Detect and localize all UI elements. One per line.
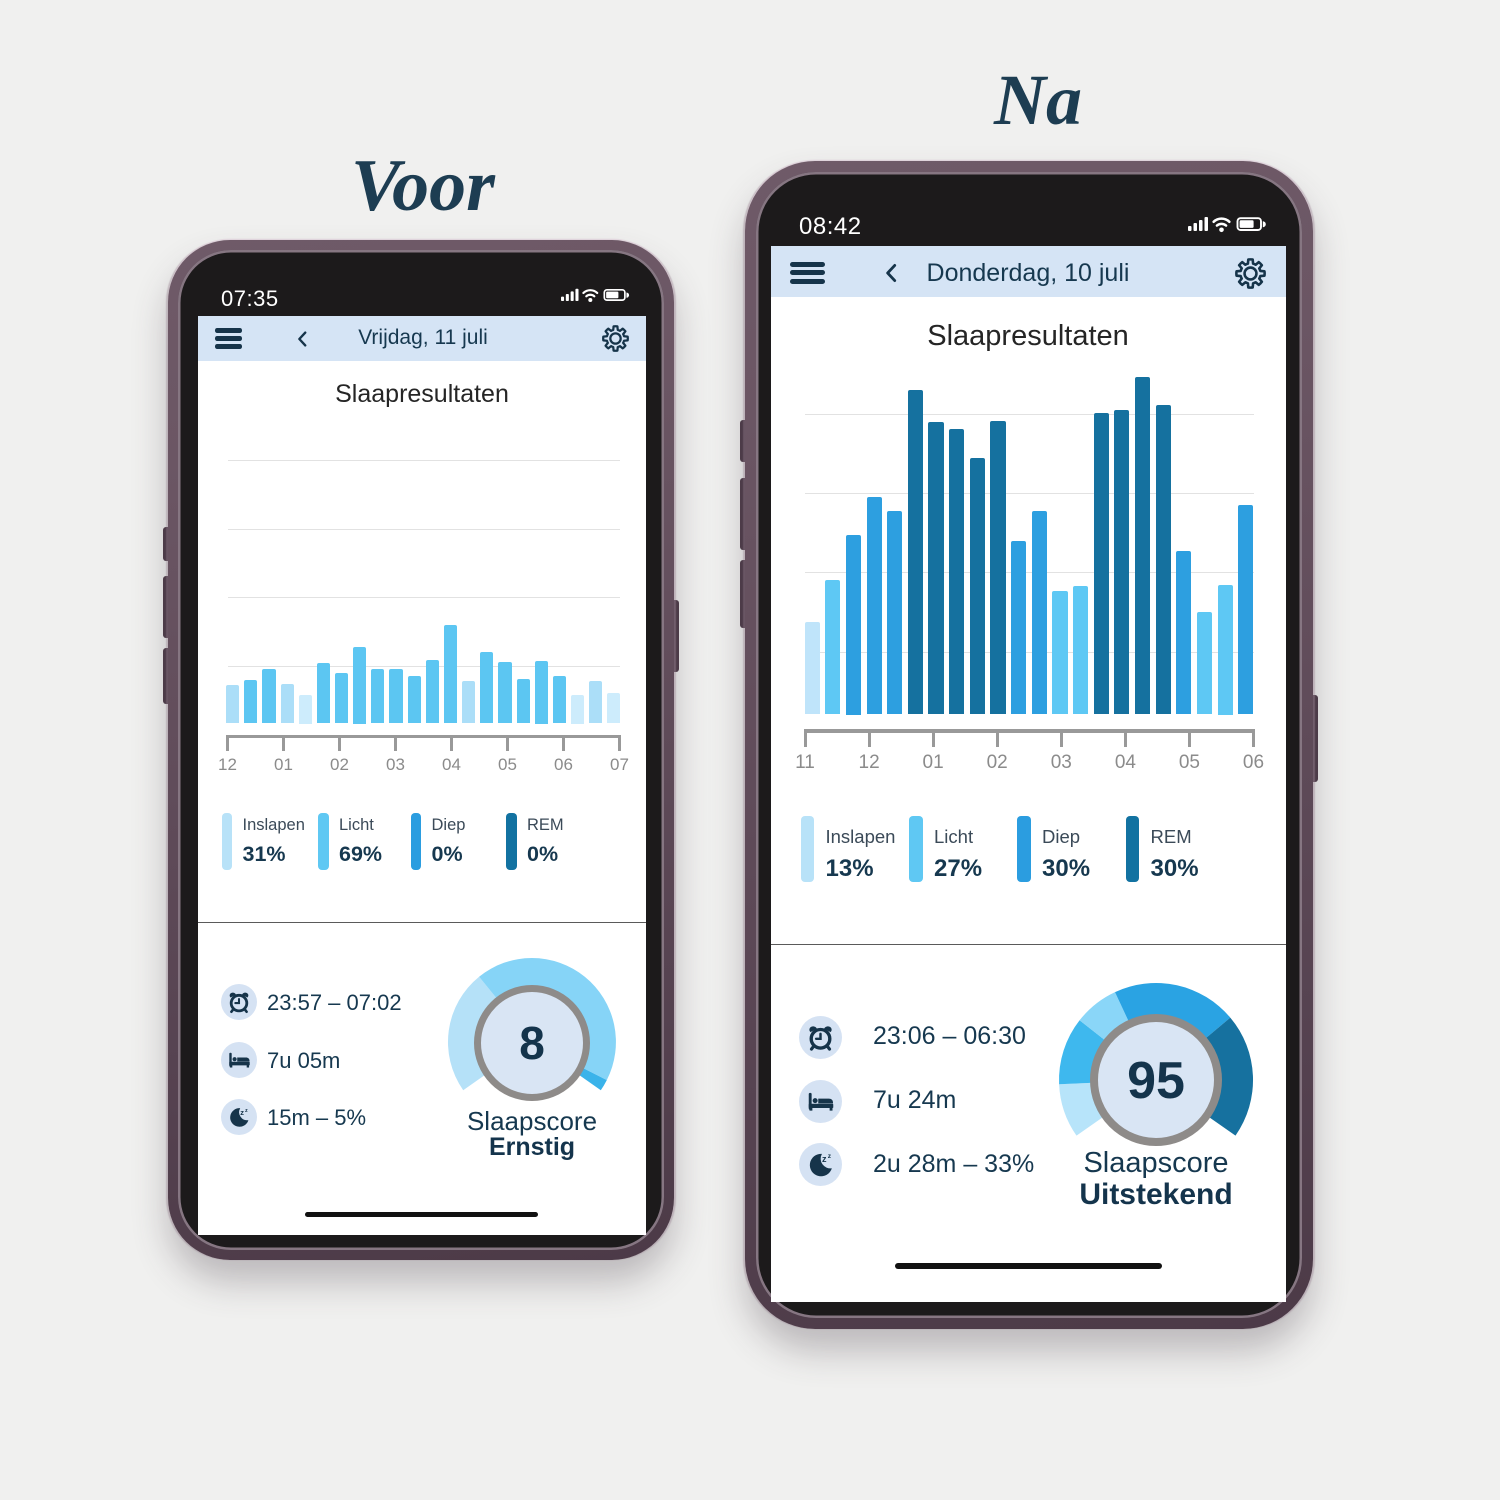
svg-text:95: 95 bbox=[1127, 1052, 1185, 1110]
svg-text:z: z bbox=[240, 1108, 244, 1117]
svg-text:z: z bbox=[245, 1107, 248, 1113]
svg-text:z: z bbox=[822, 1154, 827, 1164]
svg-text:z: z bbox=[828, 1153, 832, 1160]
svg-text:8: 8 bbox=[519, 1017, 545, 1069]
